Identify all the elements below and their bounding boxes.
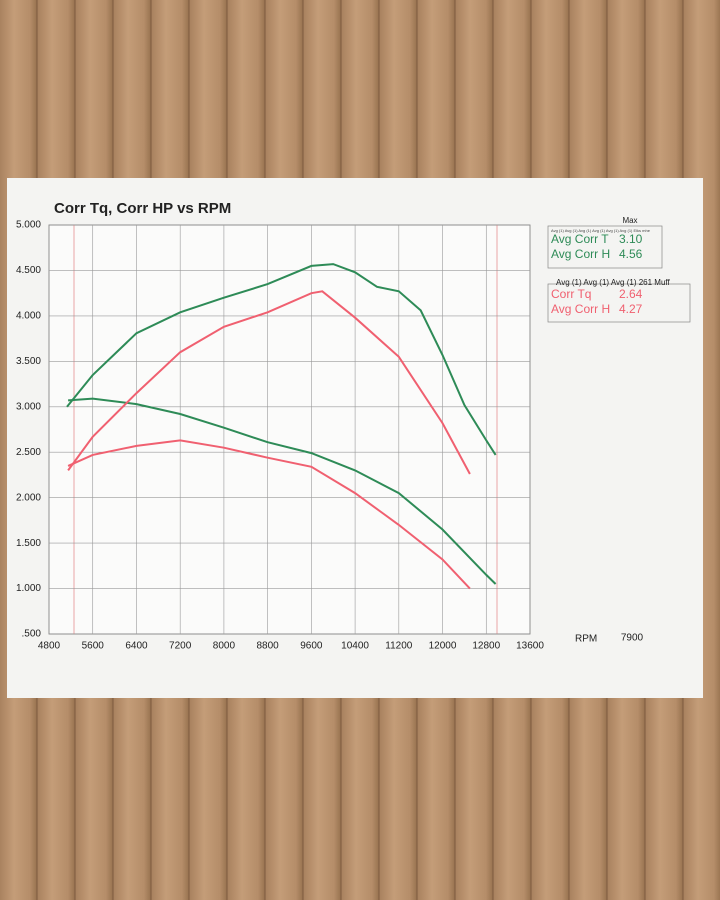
- x-tick-label: 8000: [213, 641, 236, 652]
- x-tick-label: 10400: [341, 641, 369, 652]
- y-tick-label: 1.500: [16, 538, 41, 549]
- legend-value: 2.64: [619, 287, 643, 301]
- line: [67, 439, 471, 590]
- y-tick-label: 4.500: [16, 265, 41, 276]
- legend-entry: Corr Tq: [551, 287, 591, 301]
- x-tick-label: 12000: [429, 641, 457, 652]
- line: [66, 263, 497, 456]
- legend-entry: Avg Corr T: [551, 232, 609, 246]
- legend-value: 4.27: [619, 302, 643, 316]
- x-tick-label: 4800: [38, 641, 61, 652]
- x-tick-label: 6400: [125, 641, 148, 652]
- x-tick-label: 11200: [385, 641, 413, 652]
- legend-box: [547, 283, 691, 323]
- x-tick-label: 13600: [516, 641, 544, 652]
- legend-value: 3.10: [619, 232, 643, 246]
- x-tick-label: 9600: [300, 641, 323, 652]
- y-tick-label: 3.500: [16, 356, 41, 367]
- y-tick-label: 4.000: [16, 311, 41, 322]
- x-tick-label: 5600: [82, 641, 105, 652]
- x-tick-label: 7200: [169, 641, 192, 652]
- line: [68, 397, 497, 585]
- legend-entry: Avg Corr H: [551, 247, 610, 261]
- x-tick-label: 12800: [472, 641, 500, 652]
- plot-area: [48, 224, 531, 635]
- legend-box: [547, 225, 663, 269]
- annotation: 7900: [621, 633, 644, 644]
- y-tick-label: 1.000: [16, 583, 41, 594]
- x-tick-label: 8800: [257, 641, 280, 652]
- line: [67, 290, 471, 475]
- legend-subheader: Avg (1) Avg (1) Avg (1) Avg (1) Avg (1) …: [551, 228, 651, 233]
- y-tick-label: 3.000: [16, 401, 41, 412]
- chart-title: Corr Tq, Corr HP vs RPM: [54, 200, 231, 217]
- legend-subheader: Avg (1) Avg (1) Avg (1) 261 Muff: [556, 278, 670, 287]
- legend-entry: Avg Corr H: [551, 302, 610, 316]
- legend-header: Max: [622, 216, 637, 225]
- y-tick-label: 2.500: [16, 447, 41, 458]
- y-tick-label: .500: [22, 629, 42, 640]
- legend-value: 4.56: [619, 247, 643, 261]
- y-tick-label: 2.000: [16, 492, 41, 503]
- x-axis-label: RPM: [575, 634, 597, 645]
- y-tick-label: 5.000: [16, 220, 41, 231]
